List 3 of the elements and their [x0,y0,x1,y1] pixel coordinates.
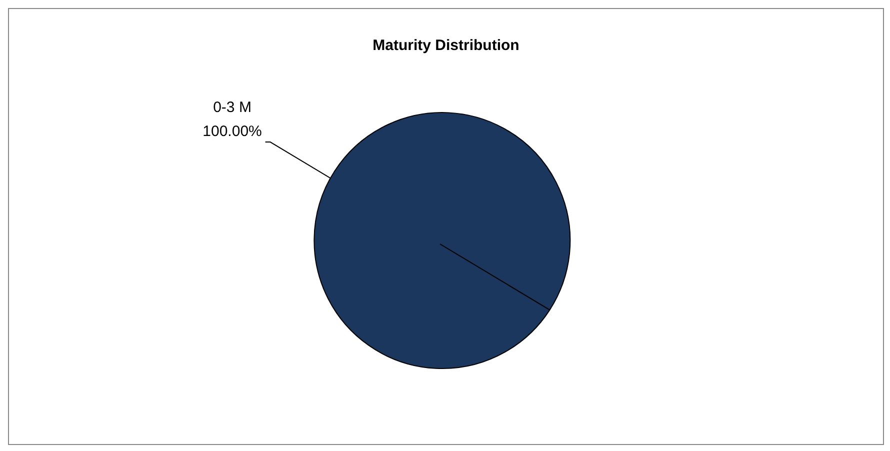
slice-label: 0-3 M [213,99,252,116]
chart-title: Maturity Distribution [372,37,520,54]
data-label: 100.00% [202,123,262,140]
